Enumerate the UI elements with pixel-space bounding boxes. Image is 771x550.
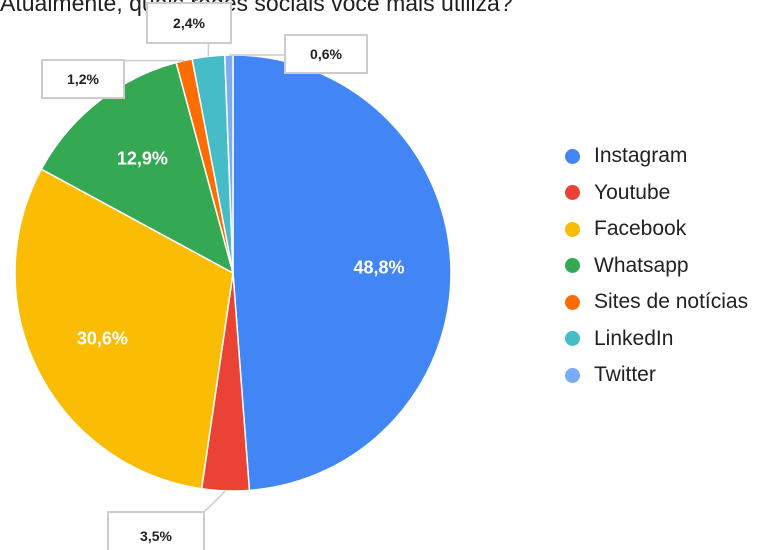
legend-swatch-icon [565, 148, 580, 164]
legend-item-facebook[interactable]: Facebook [565, 211, 748, 248]
legend-swatch-icon [565, 258, 580, 274]
legend-label: LinkedIn [594, 326, 674, 350]
legend-item-linkedin[interactable]: LinkedIn [565, 321, 748, 358]
data-label-facebook: 30,6% [77, 329, 128, 349]
leader-line-youtube [203, 490, 227, 513]
legend-label: Whatsapp [594, 253, 689, 277]
legend-item-twitter[interactable]: Twitter [565, 357, 748, 394]
data-label-linkedin: 2,4% [173, 15, 205, 31]
slice-whatsapp[interactable] [40, 61, 235, 275]
label-box-linkedin [146, 2, 232, 44]
legend-item-instagram[interactable]: Instagram [565, 138, 748, 175]
legend-item-whatsapp[interactable]: Whatsapp [565, 248, 748, 285]
legend-label: Sites de notícias [594, 290, 749, 314]
data-label-instagram: 48,8% [353, 258, 404, 278]
legend-label: Instagram [594, 144, 688, 168]
legend-item-youtube[interactable]: Youtube [565, 175, 748, 212]
data-label-sites-de-noticias: 1,2% [67, 71, 99, 87]
slice-instagram[interactable] [232, 54, 452, 492]
data-label-youtube: 3,5% [140, 528, 172, 544]
legend-swatch-icon [565, 331, 580, 347]
data-label-twitter: 0,6% [310, 46, 342, 62]
label-box-twitter [284, 34, 368, 74]
label-box-sites-de-noticias [41, 59, 125, 99]
legend-item-sites-de-noticias[interactable]: Sites de notícias [565, 284, 748, 321]
legend-swatch-icon [565, 221, 580, 237]
slice-facebook[interactable] [14, 168, 234, 490]
legend-label: Twitter [594, 363, 656, 387]
legend-swatch-icon [565, 367, 580, 383]
legend-swatch-icon [565, 185, 580, 201]
data-label-whatsapp: 12,9% [117, 148, 168, 168]
label-box-youtube [107, 511, 205, 550]
chart-legend: Instagram Youtube Facebook Whatsapp Sites de… [565, 138, 748, 394]
legend-label: Youtube [594, 180, 671, 204]
legend-swatch-icon [565, 294, 580, 310]
legend-label: Facebook [594, 217, 687, 241]
chart-title: Atualmente, quais redes sociais você mai… [0, 0, 513, 16]
